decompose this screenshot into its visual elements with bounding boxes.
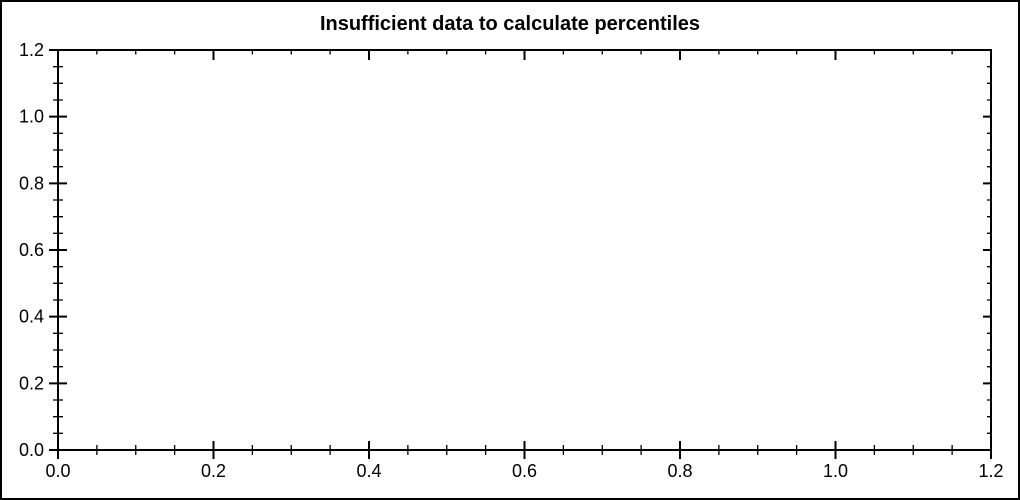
x-tick-label: 0.4 <box>356 461 381 481</box>
y-tick-label: 1.2 <box>19 40 44 60</box>
x-tick-label: 0.6 <box>512 461 537 481</box>
x-tick-label: 1.2 <box>978 461 1003 481</box>
x-tick-label: 1.0 <box>823 461 848 481</box>
y-tick-label: 0.0 <box>19 440 44 460</box>
y-tick-label: 0.8 <box>19 173 44 193</box>
y-tick-label: 0.2 <box>19 373 44 393</box>
y-tick-label: 0.4 <box>19 307 44 327</box>
y-tick-label: 0.6 <box>19 240 44 260</box>
x-tick-label: 0.2 <box>201 461 226 481</box>
minor-ticks <box>53 50 991 455</box>
major-ticks <box>49 49 992 459</box>
x-tick-label: 0.8 <box>667 461 692 481</box>
y-tick-label: 1.0 <box>19 107 44 127</box>
x-tick-label: 0.0 <box>45 461 70 481</box>
chart-title: Insufficient data to calculate percentil… <box>319 13 701 35</box>
